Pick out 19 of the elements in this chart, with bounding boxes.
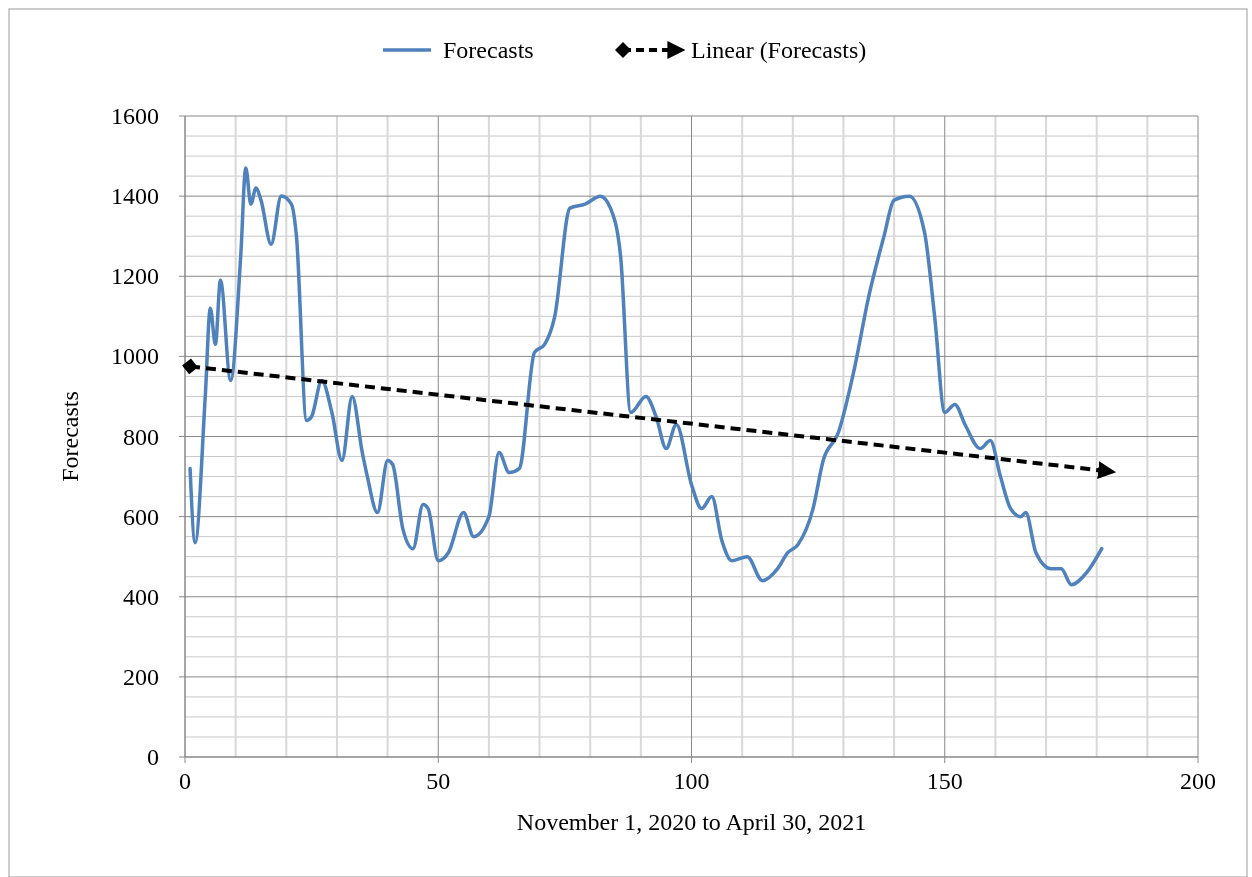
y-tick-label: 600 [123, 503, 159, 530]
y-tick-label: 200 [123, 663, 159, 690]
legend-label: Linear (Forecasts) [691, 37, 867, 63]
y-tick-label: 400 [123, 583, 159, 610]
x-tick-label: 150 [926, 768, 963, 794]
y-tick-label: 1400 [111, 183, 159, 210]
y-tick-label: 0 [147, 744, 159, 770]
y-tick-label: 1200 [111, 263, 159, 290]
y-tick-label: 800 [123, 423, 159, 450]
x-tick-label: 0 [179, 768, 191, 794]
y-tick-label: 1000 [111, 343, 159, 370]
x-tick-label: 200 [1180, 768, 1216, 794]
x-tick-label: 100 [673, 768, 710, 794]
line-series [188, 166, 1104, 587]
x-tick-label: 50 [426, 768, 451, 794]
y-axis-title: Forecasts [57, 391, 83, 482]
y-tick-label: 1600 [111, 103, 159, 129]
legend-label: Forecasts [443, 37, 534, 63]
x-axis-title: November 1, 2020 to April 30, 2021 [516, 809, 867, 835]
